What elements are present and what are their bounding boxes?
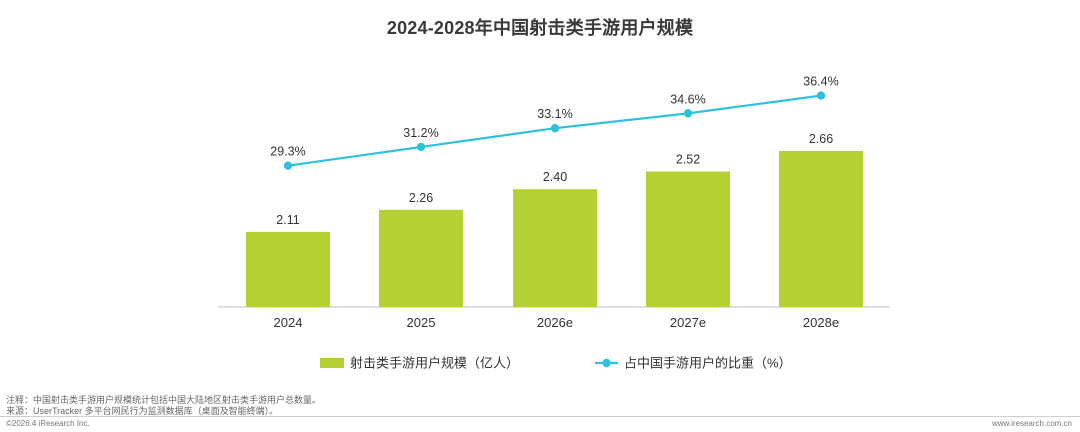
share-point-2025 <box>416 142 426 152</box>
share-label-2026e: 33.1% <box>537 107 572 121</box>
share-point-2027e <box>683 109 693 118</box>
share-point-2028e <box>816 91 826 100</box>
bar-2025 <box>379 209 463 307</box>
bar-label-2024: 2.11 <box>276 213 299 227</box>
note-text: 注释：中国射击类手游用户规模统计包括中国大陆地区射击类手游用户总数量。 <box>6 395 322 405</box>
bar-label-2028e: 2.66 <box>809 132 833 146</box>
footer-divider <box>0 416 1080 417</box>
x-tick-2028e: 2028e <box>803 315 839 330</box>
share-label-2027e: 34.6% <box>670 92 705 106</box>
share-point-2026e <box>550 123 560 133</box>
share-label-2024: 29.3% <box>270 145 305 159</box>
website-link[interactable]: www.iresearch.com.cn <box>991 419 1072 428</box>
bar-label-2026e: 2.40 <box>543 170 567 184</box>
legend-bar-swatch <box>320 358 344 368</box>
bar-label-2027e: 2.52 <box>676 153 700 167</box>
share-label-2028e: 36.4% <box>803 75 838 89</box>
bar-label-2025: 2.26 <box>409 191 433 205</box>
x-tick-2025: 2025 <box>407 315 436 330</box>
legend-line-label: 占中国手游用户的比重（%） <box>624 356 792 371</box>
bar-2026e <box>513 189 597 307</box>
bar-2028e <box>779 150 863 307</box>
copyright-text: ©2026.4 iResearch Inc. <box>6 419 90 428</box>
x-tick-2024: 2024 <box>274 315 303 330</box>
bar-2024 <box>246 231 330 307</box>
legend-line-marker <box>602 358 611 368</box>
x-tick-2026e: 2026e <box>537 315 573 330</box>
share-label-2025: 31.2% <box>403 126 438 140</box>
source-text: 来源：UserTracker 多平台网民行为监测数据库（桌面及智能终端）。 <box>6 406 279 416</box>
legend-bar-label: 射击类手游用户规模（亿人） <box>350 356 519 371</box>
chart-title: 2024-2028年中国射击类手游用户规模 <box>386 18 694 38</box>
x-tick-2027e: 2027e <box>670 315 706 330</box>
share-point-2024 <box>283 161 293 170</box>
bar-2027e <box>646 171 730 307</box>
